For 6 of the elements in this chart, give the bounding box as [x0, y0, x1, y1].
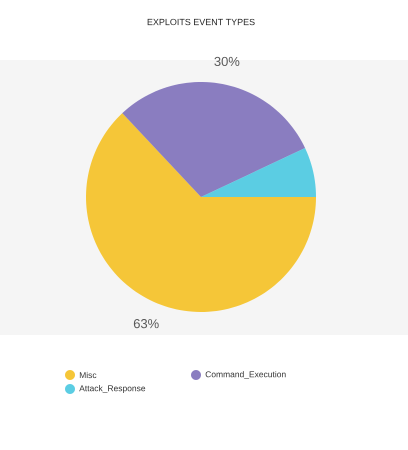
chart-title: EXPLOITS EVENT TYPES [148, 18, 255, 26]
legend-label: Misc [80, 372, 96, 378]
legend-label: Attack_Response [79, 385, 146, 393]
data-label: 30% [214, 56, 240, 66]
data-label: 63% [134, 319, 159, 328]
legend-label: Command_Execution [206, 371, 286, 379]
